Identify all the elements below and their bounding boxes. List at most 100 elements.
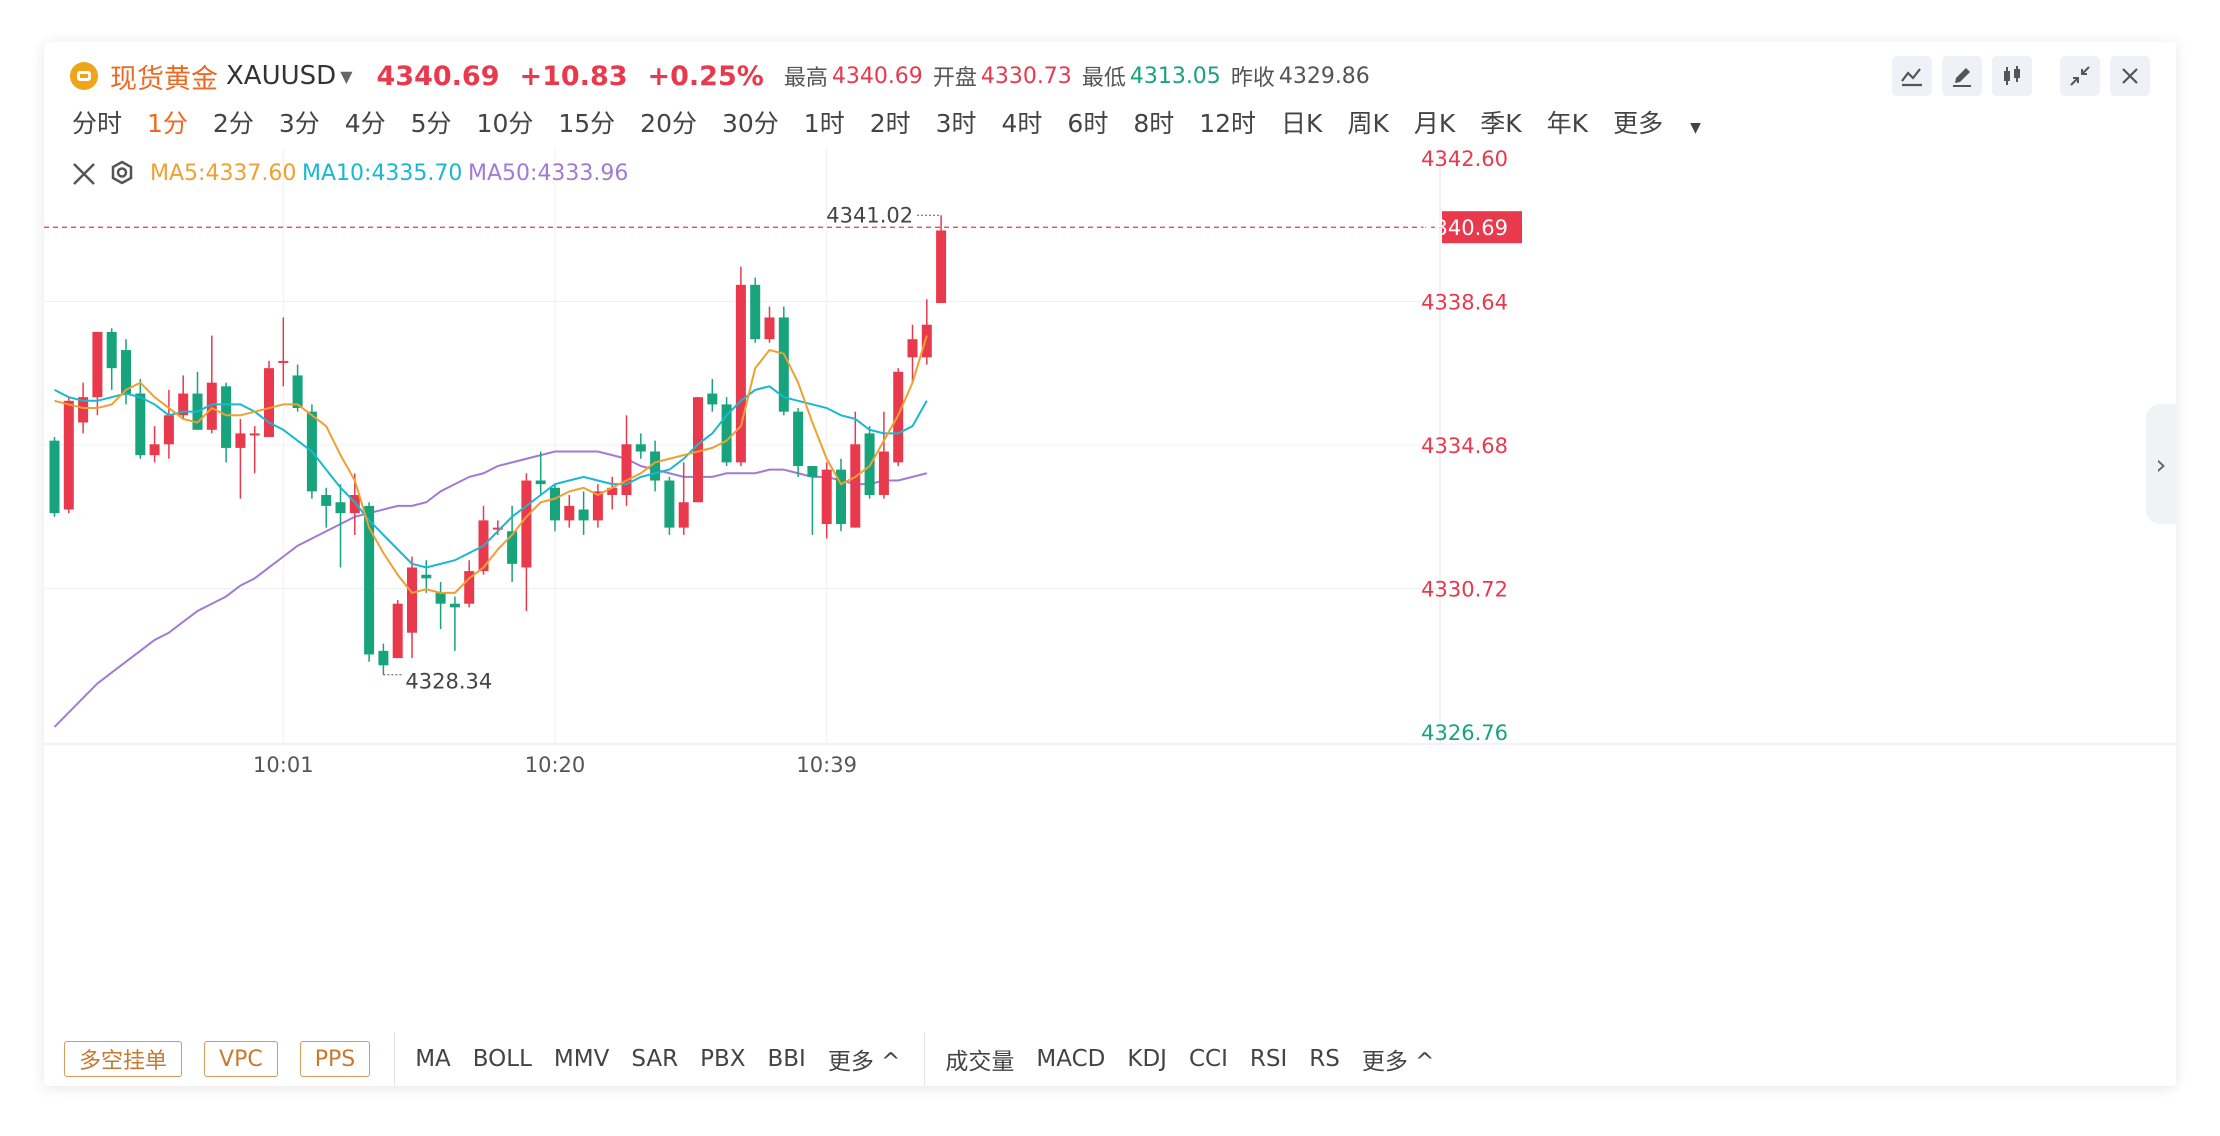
settings-icon[interactable] (111, 160, 133, 185)
indicator-rsi[interactable]: RSI (1249, 1046, 1288, 1072)
candle-body (321, 495, 332, 506)
candle (821, 462, 832, 539)
candle (235, 418, 246, 499)
candle-body (235, 433, 246, 448)
candle-body (121, 350, 131, 394)
ma-legend: MA5:4337.60 MA10:4335.70 MA50:4333.96 (73, 160, 628, 186)
indicator-bbi[interactable]: BBI (767, 1046, 806, 1072)
period-tab[interactable]: 日K (1281, 109, 1323, 138)
period-tab[interactable]: 8时 (1133, 109, 1175, 138)
indicator-bar: 多空挂单 VPC PPS MA BOLL MMV SAR PBX BBI 更多 … (44, 1032, 2176, 1086)
open-label: 开盘 (932, 66, 977, 91)
instrument-symbol[interactable]: XAUUSD (226, 61, 337, 91)
period-tab[interactable]: 季K (1480, 109, 1522, 138)
period-tab[interactable]: 15分 (558, 109, 616, 138)
indicator-pbx[interactable]: PBX (700, 1046, 746, 1072)
indicator-cci[interactable]: CCI (1188, 1046, 1228, 1072)
period-tab[interactable]: 10分 (476, 109, 534, 138)
period-tab[interactable]: 2分 (212, 109, 254, 138)
period-tab[interactable]: 20分 (640, 109, 697, 138)
candle (921, 299, 932, 365)
indicator-boll[interactable]: BOLL (472, 1046, 532, 1072)
current-price-tag-label: 4340.69 (1421, 216, 1508, 240)
price-change-pct: +0.25% (647, 60, 764, 92)
period-tab[interactable]: 5分 (410, 109, 452, 138)
period-tab[interactable]: 年K (1546, 109, 1589, 138)
period-tab[interactable]: 月K (1413, 109, 1456, 138)
period-tab[interactable]: 4分 (344, 109, 386, 138)
last-price: 4340.69 (376, 60, 500, 92)
ma50-legend: MA50:4333.96 (468, 161, 628, 186)
candle (750, 277, 761, 343)
divider (924, 1032, 926, 1086)
candle (249, 426, 260, 474)
candle-body (735, 284, 746, 463)
candle-style-icon[interactable] (1992, 56, 2032, 96)
price-tick-label: 4342.60 (1421, 148, 1508, 171)
period-tab[interactable]: 6时 (1067, 109, 1109, 138)
indicator-kdj[interactable]: KDJ (1127, 1046, 1167, 1072)
indicator-mmv[interactable]: MMV (553, 1046, 610, 1072)
period-tabs: 分时 1分 2分 3分 4分 5分 10分 15分 20分 30分 1时 2时 … (72, 98, 1751, 146)
candle-body (793, 411, 804, 467)
order-button-long-short[interactable]: 多空挂单 (64, 1041, 183, 1077)
period-more[interactable]: 更多 ▼ (1613, 104, 1726, 140)
chevron-right-icon[interactable]: › (2146, 404, 2176, 524)
period-tab[interactable]: 1时 (803, 109, 845, 138)
candles (49, 215, 947, 675)
candle-body (635, 444, 646, 452)
candle (449, 596, 460, 651)
time-tick-label: 10:20 (525, 753, 586, 777)
candlestick-chart[interactable]: 4341.02 4328.34 4342.60 4338.64 4334.68 4330… (44, 148, 2176, 1032)
indicator-macd[interactable]: MACD (1036, 1046, 1106, 1072)
draw-pen-icon[interactable] (1942, 56, 1982, 96)
indicator-volume[interactable]: 成交量 (945, 1049, 1015, 1075)
collapse-icon[interactable] (2060, 56, 2100, 96)
candle (335, 484, 346, 568)
sub-indicator-more[interactable]: 更多 ^ (1361, 1049, 1435, 1075)
ma50-path (53, 450, 928, 728)
price-tick-label: 4330.72 (1421, 578, 1508, 602)
chevron-down-icon[interactable]: ▼ (340, 66, 353, 86)
period-tab[interactable]: 3时 (935, 109, 977, 138)
period-tab[interactable]: 4时 (1001, 109, 1043, 138)
candle (607, 476, 618, 510)
candle-body (550, 487, 560, 521)
chart-type-icon[interactable] (1892, 56, 1932, 96)
period-tab-active[interactable]: 1分 (147, 109, 188, 138)
indicator-sar[interactable]: SAR (631, 1046, 679, 1072)
candle (550, 484, 560, 532)
candle-body (678, 502, 689, 528)
ma50-line (53, 450, 928, 728)
candle (878, 411, 889, 499)
candle (321, 487, 332, 528)
low-label: 最低 (1081, 66, 1126, 91)
period-tab[interactable]: 周K (1347, 109, 1389, 138)
close-icon[interactable] (2110, 56, 2150, 96)
main-indicator-more[interactable]: 更多 ^ (827, 1049, 901, 1075)
period-tab[interactable]: 30分 (721, 109, 779, 138)
indicator-rs[interactable]: RS (1309, 1046, 1340, 1072)
close-icon[interactable] (73, 163, 95, 185)
indicator-ma[interactable]: MA (415, 1046, 451, 1072)
period-tab[interactable]: 12时 (1199, 109, 1257, 138)
period-tab[interactable]: 2时 (869, 109, 911, 138)
period-tab[interactable]: 3分 (278, 109, 320, 138)
candle-body (907, 339, 918, 358)
min-price-label: 4328.34 (405, 670, 492, 694)
candle-body (664, 480, 675, 528)
candle (864, 426, 875, 499)
candle (592, 484, 603, 528)
candle-body (378, 650, 389, 666)
period-tab[interactable]: 分时 (72, 109, 123, 138)
candle (936, 215, 947, 303)
instrument-name[interactable]: 现货黄金 (110, 63, 218, 95)
candle (693, 397, 703, 503)
ma5-line (54, 335, 928, 594)
price-axis: 4342.60 4338.64 4334.68 4330.72 4326.76 4340.… (1421, 148, 1522, 745)
order-button-pps[interactable]: PPS (299, 1041, 371, 1077)
candle-body (564, 505, 575, 521)
order-button-vpc[interactable]: VPC (204, 1041, 278, 1077)
candle (564, 495, 575, 528)
candle-body (850, 444, 861, 528)
